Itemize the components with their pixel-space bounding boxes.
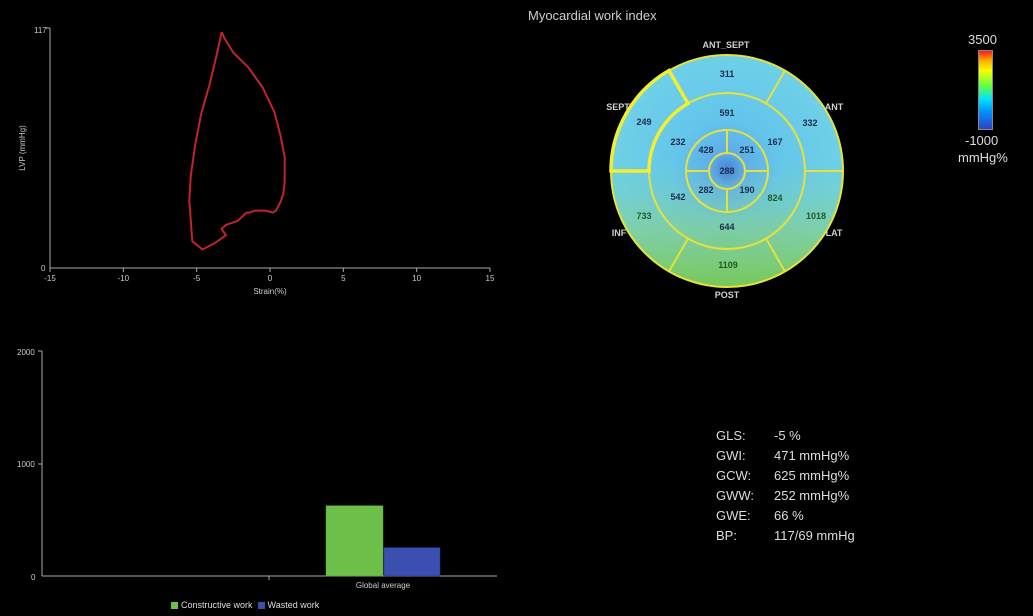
legend-swatch-constructive [171,601,178,609]
segment-mid-septal: 232 [670,137,685,147]
bar-constructive-work [325,505,384,577]
metric-value: 252 mmHg% [774,488,850,503]
work-bar-chart: 2000 1000 0 Global average [17,348,497,590]
y-tick-max: 117 [34,26,47,35]
metric-gwi: GWI: 471 mmHg% [716,446,894,466]
segment-mid-posterior: 644 [719,222,734,232]
metric-value: 117/69 mmHg [774,528,855,543]
metric-value: 625 mmHg% [774,468,850,483]
metric-label: GWW: [716,488,755,503]
x-category-label: Global average [356,581,411,590]
y-tick-1000: 1000 [17,460,35,469]
x-tick-label: 0 [268,274,273,283]
legend-item-wasted: Wasted work [257,600,320,610]
selected-segment-highlight [609,68,691,173]
segment-basal-inferior: 733 [636,211,651,221]
metric-label: GLS: [716,428,746,443]
pressure-strain-loop [188,31,286,251]
segment-mid-lateral: 824 [767,193,782,203]
segment-basal-lateral: 1018 [806,211,826,221]
x-tick-label: -10 [118,274,130,283]
segment-apical-inferior: 282 [698,185,713,195]
legend-item-constructive: Constructive work [171,600,253,610]
legend-swatch-wasted [257,601,265,609]
x-tick-label: -15 [44,274,56,283]
metric-gwe: GWE: 66 % [716,506,894,526]
segment-basal-posterior: 1109 [718,260,738,270]
metric-value: -5 % [774,428,801,443]
x-tick-label: 5 [341,274,346,283]
segment-apical-anterior: 251 [739,145,754,155]
y-tick-2000: 2000 [17,348,35,357]
segment-apical-septal: 428 [698,145,713,155]
segment-mid-inferior: 542 [670,192,685,202]
metric-label: BP: [716,528,737,543]
x-tick-label: -5 [193,274,201,283]
segment-basal-anterior-septal: 311 [720,69,735,79]
legend-label-constructive: Constructive work [181,600,253,610]
label-inf: INF [612,228,627,238]
metric-gww: GWW: 252 mmHg% [716,486,894,506]
segment-mid-anterior: 167 [767,137,782,147]
segment-basal-anterior: 332 [802,118,817,128]
segment-mid-anterior-septal: 591 [719,108,734,118]
label-sept: SEPT [606,102,630,112]
bar-wasted-work [383,547,441,577]
metric-gls: GLS: -5 % [716,426,894,446]
pressure-strain-loop-chart: 117 0 LVP (mmHg) -15 -10 -5 0 5 10 15 Strain(%… [18,26,495,296]
metric-gcw: GCW: 625 mmHg% [716,466,894,486]
metric-bp: BP: 117/69 mmHg [716,526,894,546]
bar-chart-legend: Constructive work Wasted work [171,600,324,610]
segment-basal-septal: 249 [636,117,651,127]
colorbar-min-label: -1000 [965,133,999,148]
segment-apex: 288 [719,166,734,176]
label-post: POST [715,290,740,300]
metric-label: GCW: [716,468,752,483]
x-ticks: -15 -10 -5 0 5 10 15 [44,268,495,283]
x-tick-label: 15 [486,274,495,283]
y-axis-label: LVP (mmHg) [18,125,27,171]
colorbar-max-label: 3500 [968,32,997,47]
legend-label-wasted: Wasted work [267,600,320,610]
colorbar-unit-label: mmHg% [958,150,1008,165]
metric-label: GWI: [716,448,746,463]
x-tick-label: 10 [412,274,421,283]
label-ant-sept: ANT_SEPT [702,40,750,50]
metric-value: 471 mmHg% [774,448,850,463]
label-ant: ANT [825,102,844,112]
global-metrics: GLS: -5 % GWI: 471 mmHg% GCW: 625 mmHg% … [716,426,894,546]
x-axis-label: Strain(%) [253,287,287,296]
bullseye-plot: 311 332 1018 1109 733 249 591 167 824 64… [606,40,844,300]
metric-label: GWE: [716,508,751,523]
bullseye-title: Myocardial work index [528,8,657,23]
metric-value: 66 % [774,508,804,523]
label-lat: LAT [826,228,843,238]
y-tick-zero: 0 [41,264,46,273]
y-tick-0: 0 [31,573,36,582]
colorbar [978,50,993,130]
segment-apical-lateral: 190 [739,185,754,195]
bullseye-green-shading [611,55,843,287]
